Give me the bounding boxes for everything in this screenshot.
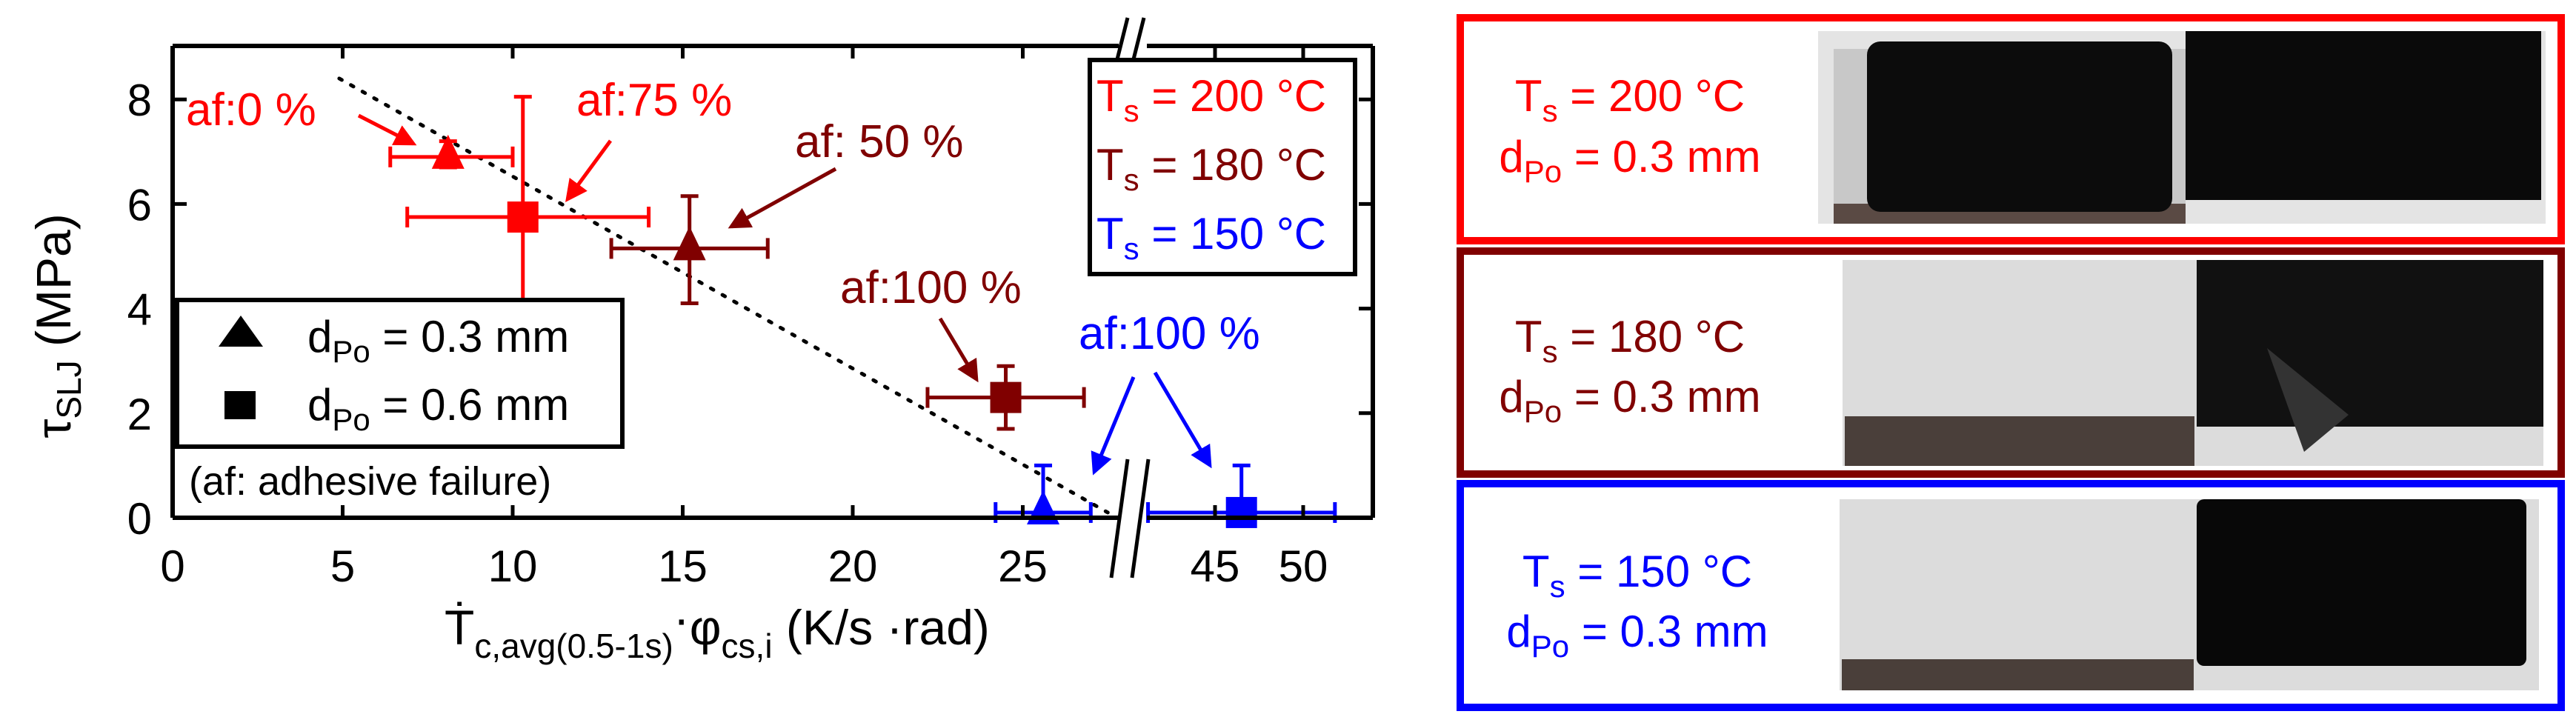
photo-panels: Ts = 200 °C dPo = 0.3 mm Ts = 180 °C dPo… bbox=[1457, 14, 2565, 711]
annotations: af:0 % af:75 % af: 50 % af:100 % af:100 … bbox=[186, 75, 1260, 504]
y-label-sub: SLJ bbox=[50, 360, 88, 418]
panel-diameter-label: dPo = 0.3 mm bbox=[1499, 372, 1760, 429]
x-tick-label: 25 bbox=[998, 541, 1048, 591]
legend-item-0.6mm: dPo = 0.6 mm bbox=[307, 380, 569, 437]
square-marker bbox=[507, 201, 539, 233]
x-tick-label: 45 bbox=[1191, 541, 1240, 591]
data-point-180-square bbox=[925, 364, 1086, 431]
plot-frame bbox=[170, 44, 1375, 520]
square-marker bbox=[990, 381, 1022, 413]
temp-legend-180: Ts = 180 °C bbox=[1096, 140, 1326, 197]
trend-line bbox=[337, 76, 1110, 515]
break-mark bbox=[1115, 17, 1130, 60]
panel-temp-label: Ts = 180 °C bbox=[1515, 312, 1745, 369]
panel-diameter-label: dPo = 0.3 mm bbox=[1499, 132, 1760, 189]
y-tick-label: 4 bbox=[127, 285, 152, 335]
arrow-af100-150-left bbox=[1091, 376, 1136, 476]
arrow-af0 bbox=[357, 113, 417, 146]
y-tick-label: 2 bbox=[127, 390, 152, 439]
y-label-main: τ bbox=[26, 419, 81, 438]
annotation-af50: af: 50 % bbox=[795, 116, 963, 167]
x-tick-label: 0 bbox=[160, 541, 184, 591]
temp-legend-150: Ts = 150 °C bbox=[1096, 209, 1326, 266]
data-point-180-triangle bbox=[609, 194, 770, 306]
fracture-photo bbox=[1840, 499, 2539, 690]
x-label-sub2: cs,i bbox=[722, 627, 773, 665]
axis-ticks: 0 5 10 15 20 25 45 50 0 2 4 6 8 bbox=[127, 46, 1373, 591]
legend-box bbox=[175, 298, 625, 449]
legend-item-0.3mm: dPo = 0.3 mm bbox=[307, 312, 569, 369]
y-tick-label: 6 bbox=[127, 180, 152, 230]
fracture-photo bbox=[1843, 260, 2543, 466]
marker-legend: dPo = 0.3 mm dPo = 0.6 mm bbox=[175, 298, 625, 449]
temp-legend-box bbox=[1088, 58, 1357, 276]
data-point-200-triangle bbox=[388, 134, 515, 170]
square-marker bbox=[1225, 496, 1257, 528]
axis-break-marks bbox=[1109, 17, 1151, 578]
x-label-phi: φ bbox=[690, 600, 722, 655]
x-tick-label: 15 bbox=[658, 541, 708, 591]
panel-diameter-label: dPo = 0.3 mm bbox=[1506, 607, 1768, 664]
x-label-dot: · bbox=[673, 591, 690, 646]
panel-temp-label: Ts = 150 °C bbox=[1522, 547, 1752, 604]
x-tick-label: 10 bbox=[488, 541, 538, 591]
triangle-marker bbox=[431, 134, 465, 169]
y-axis-label: τSLJ (MPa) bbox=[26, 213, 88, 438]
break-mark bbox=[1130, 458, 1151, 578]
y-tick-label: 0 bbox=[127, 494, 152, 544]
break-mark bbox=[1131, 17, 1146, 60]
y-label-unit: (MPa) bbox=[26, 213, 81, 360]
arrow-af100-150-right bbox=[1153, 371, 1212, 469]
temp-legend-200: Ts = 200 °C bbox=[1096, 71, 1326, 128]
x-label-sub1: c,avg(0.5-1s) bbox=[474, 627, 673, 665]
arrow-af75 bbox=[565, 139, 613, 203]
annotation-footnote: (af: adhesive failure) bbox=[189, 459, 551, 504]
break-mark bbox=[1109, 458, 1130, 578]
temperature-legend: Ts = 200 °C Ts = 180 °C Ts = 150 °C bbox=[1088, 58, 1357, 276]
annotation-af100-180: af:100 % bbox=[840, 262, 1022, 313]
arrow-af100-180 bbox=[938, 317, 979, 383]
legend-square-marker bbox=[224, 391, 256, 419]
x-label-main: Ṫ bbox=[445, 600, 474, 655]
triangle-marker bbox=[673, 226, 706, 261]
panel-200C: Ts = 200 °C dPo = 0.3 mm bbox=[1457, 14, 2565, 244]
y-tick-label: 8 bbox=[127, 76, 152, 125]
annotation-arrows bbox=[357, 113, 1212, 476]
x-label-unit: (K/s ·rad) bbox=[773, 600, 990, 655]
annotation-af100-150: af:100 % bbox=[1079, 308, 1260, 359]
x-tick-label: 50 bbox=[1279, 541, 1328, 591]
panel-150C: Ts = 150 °C dPo = 0.3 mm bbox=[1457, 480, 2565, 711]
x-tick-label: 5 bbox=[330, 541, 355, 591]
annotation-af75: af:75 % bbox=[576, 75, 732, 126]
panel-180C: Ts = 180 °C dPo = 0.3 mm bbox=[1457, 247, 2565, 478]
annotation-af0: af:0 % bbox=[186, 84, 316, 136]
scatter-chart: 0 5 10 15 20 25 45 50 0 2 4 6 8 τSLJ (MPa) Ṫc,avg(0.… bbox=[26, 17, 1375, 665]
arrow-af50 bbox=[728, 167, 837, 229]
legend-triangle-marker bbox=[219, 316, 263, 347]
fracture-photo bbox=[1818, 31, 2546, 224]
x-axis-label: Ṫc,avg(0.5-1s)·φcs,i (K/s ·rad) bbox=[445, 591, 990, 665]
panel-temp-label: Ts = 200 °C bbox=[1515, 71, 1745, 128]
x-tick-label: 20 bbox=[828, 541, 878, 591]
